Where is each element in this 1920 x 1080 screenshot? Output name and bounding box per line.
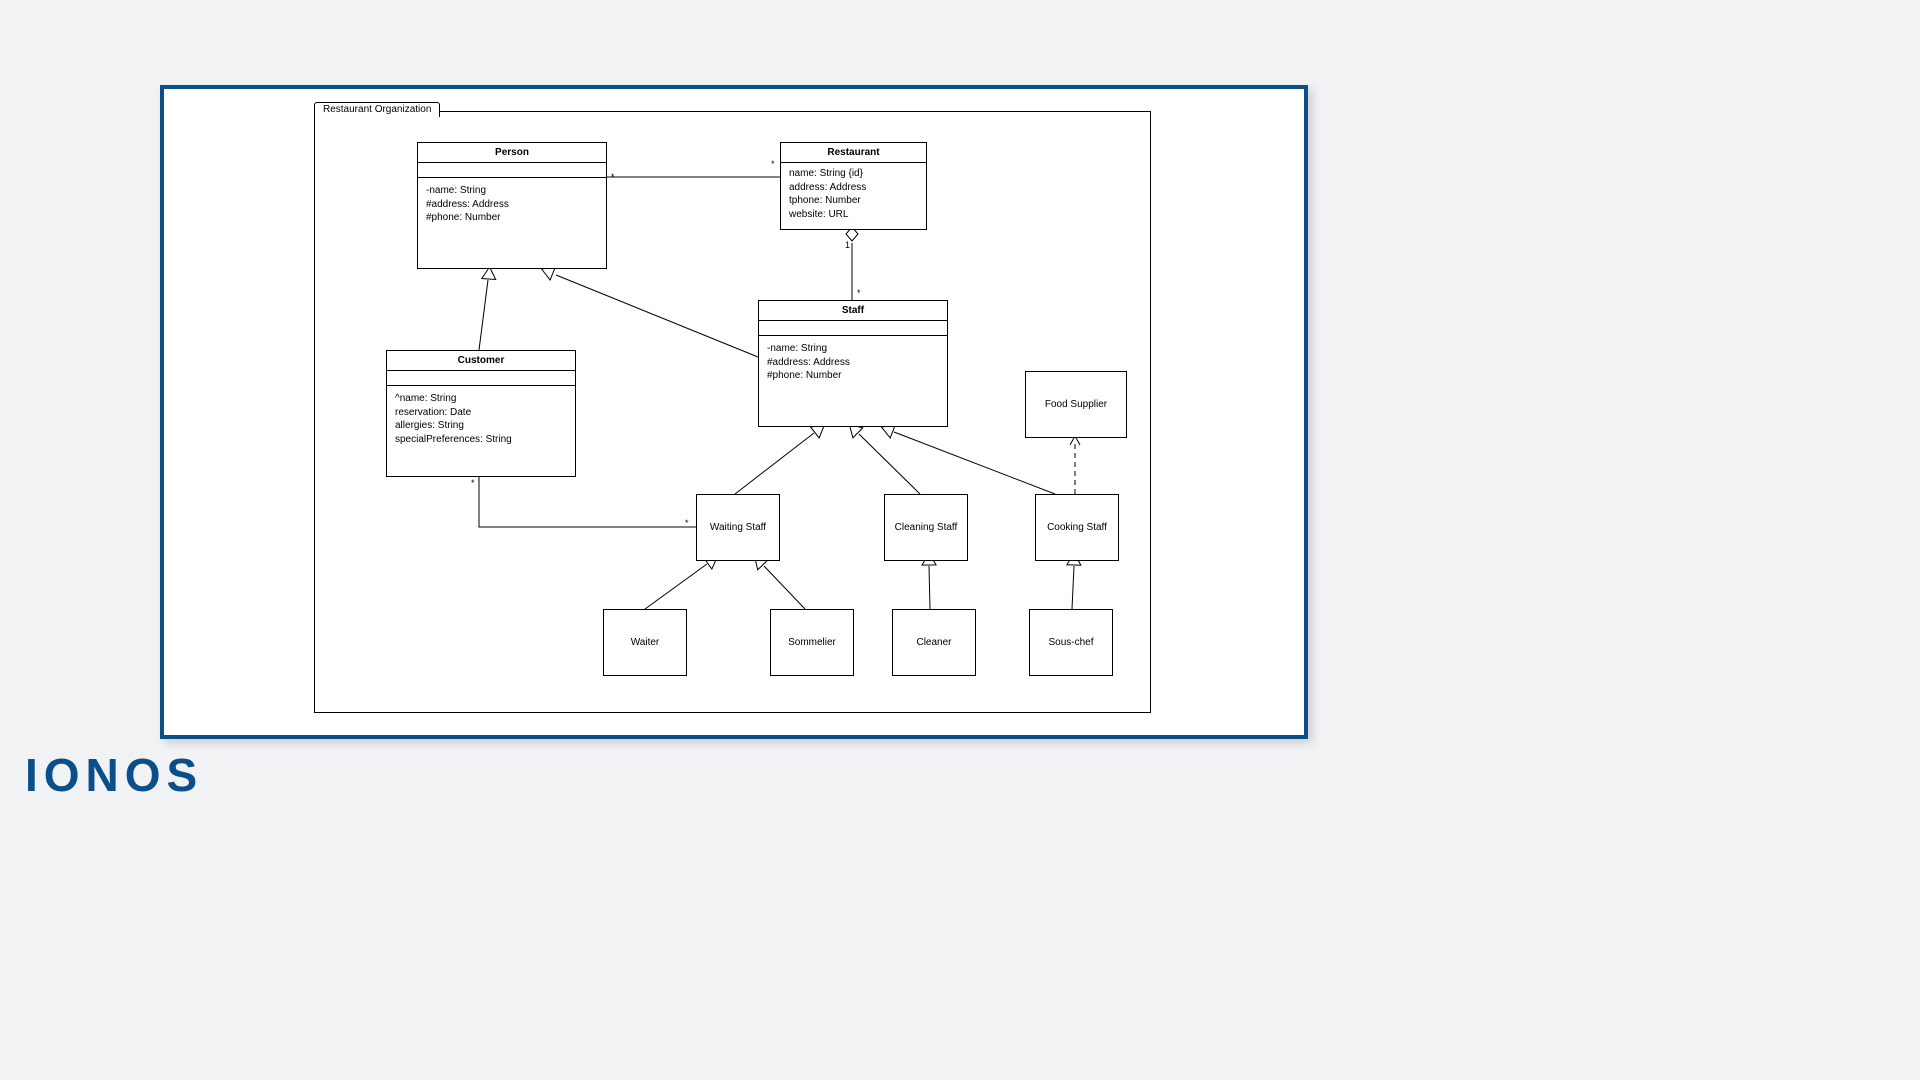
edge-cleaner-cleaning — [929, 566, 930, 609]
edge-cleaning-staff — [859, 434, 920, 494]
class-title: Cooking Staff — [1047, 522, 1107, 533]
class-title: Cleaning Staff — [895, 522, 958, 533]
edge-customer-waitingstaff — [479, 475, 696, 527]
logo-text: IONOS — [25, 749, 203, 801]
class-waiter: Waiter — [603, 609, 687, 676]
class-attributes: -name: String #address: Address #phone: … — [418, 178, 606, 235]
diagram-title: Restaurant Organization — [323, 104, 431, 115]
edge-waiting-staff — [735, 433, 814, 494]
class-customer: Customer ^name: String reservation: Date… — [386, 350, 576, 477]
class-attributes: -name: String #address: Address #phone: … — [759, 336, 947, 393]
class-cleaner: Cleaner — [892, 609, 976, 676]
multiplicity-label: * — [471, 478, 475, 488]
class-title: Waiting Staff — [710, 522, 766, 533]
multiplicity-label: * — [611, 172, 615, 182]
ionos-logo: IONOS — [25, 748, 203, 802]
class-title: Cleaner — [916, 637, 951, 648]
class-cleaning-staff: Cleaning Staff — [884, 494, 968, 561]
edge-waiter-waiting — [645, 564, 707, 609]
class-attributes: name: String {id} address: Address tphon… — [781, 163, 926, 231]
class-staff: Staff -name: String #address: Address #p… — [758, 300, 948, 427]
edge-staff-person — [556, 275, 758, 357]
class-sommelier: Sommelier — [770, 609, 854, 676]
class-title: Sommelier — [788, 637, 836, 648]
diagram-title-tab: Restaurant Organization — [314, 102, 440, 117]
edge-cooking-staff — [894, 432, 1055, 494]
class-title: Staff — [759, 301, 947, 321]
class-title: Waiter — [631, 637, 660, 648]
class-title: Sous-chef — [1048, 637, 1093, 648]
edge-sommelier-waiting — [764, 566, 805, 609]
multiplicity-label: * — [685, 518, 689, 528]
class-restaurant: Restaurant name: String {id} address: Ad… — [780, 142, 927, 230]
uml-diagram-canvas: Restaurant Organization — [314, 111, 1151, 713]
multiplicity-label: 1 — [845, 240, 850, 250]
class-title: Food Supplier — [1045, 399, 1107, 410]
class-title: Person — [418, 143, 606, 163]
class-attributes: ^name: String reservation: Date allergie… — [387, 386, 575, 456]
edge-souschef-cooking — [1072, 566, 1074, 609]
multiplicity-label: * — [857, 288, 861, 298]
class-title: Customer — [387, 351, 575, 371]
class-sous-chef: Sous-chef — [1029, 609, 1113, 676]
class-separator — [418, 163, 606, 178]
class-food-supplier: Food Supplier — [1025, 371, 1127, 438]
multiplicity-label: * — [771, 159, 775, 169]
edge-customer-person — [479, 280, 488, 350]
class-title: Restaurant — [781, 143, 926, 163]
class-waiting-staff: Waiting Staff — [696, 494, 780, 561]
class-cooking-staff: Cooking Staff — [1035, 494, 1119, 561]
class-separator — [387, 371, 575, 386]
class-separator — [759, 321, 947, 336]
diagram-frame: Restaurant Organization — [160, 85, 1308, 739]
class-person: Person -name: String #address: Address #… — [417, 142, 607, 269]
